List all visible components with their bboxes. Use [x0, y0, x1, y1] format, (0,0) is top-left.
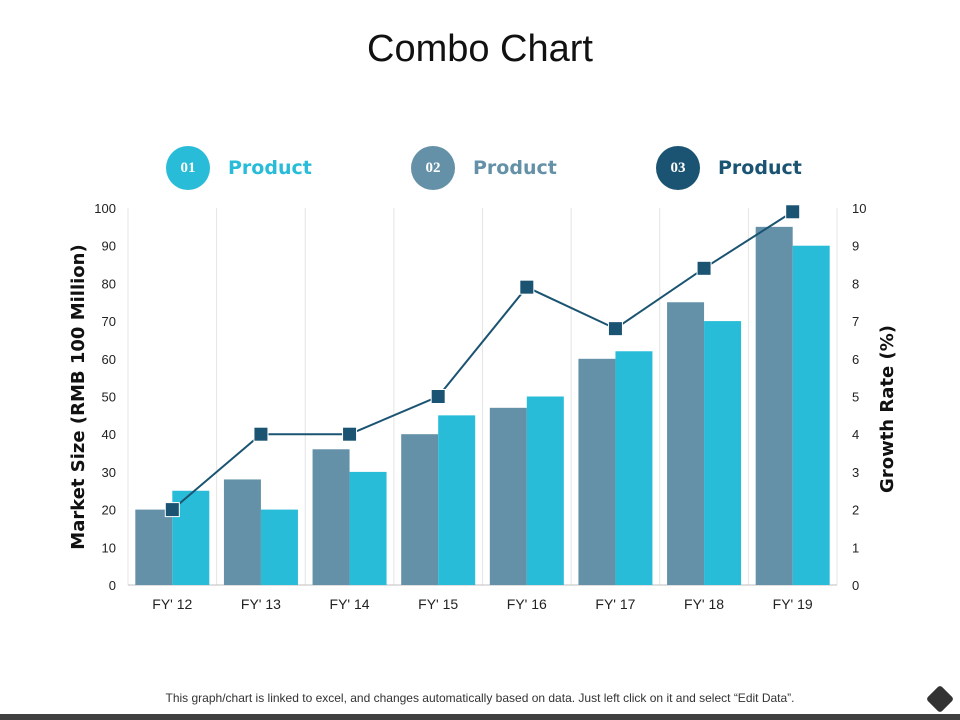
bar — [349, 471, 387, 585]
y-tick-left: 30 — [102, 465, 116, 480]
legend-badge-02: 02 — [411, 146, 455, 190]
y-tick-left: 80 — [102, 276, 116, 291]
y-tick-left: 40 — [102, 427, 116, 442]
y-tick-right: 3 — [852, 465, 859, 480]
y-tick-right: 8 — [852, 276, 859, 291]
x-tick-label: FY' 12 — [152, 596, 192, 612]
line-marker — [785, 204, 801, 220]
y-axis-title-left: Market Size (RMB 100 Million) — [68, 244, 89, 549]
bar — [135, 509, 173, 585]
y-tick-right: 1 — [852, 540, 859, 555]
y-tick-left: 60 — [102, 352, 116, 367]
line-marker — [164, 502, 180, 518]
chart-title: Combo Chart — [367, 28, 593, 70]
y-tick-right: 2 — [852, 503, 859, 518]
y-tick-right: 6 — [852, 352, 859, 367]
x-tick-label: FY' 16 — [507, 596, 547, 612]
bar — [401, 434, 439, 585]
y-tick-left: 100 — [94, 201, 116, 216]
y-tick-right: 7 — [852, 314, 859, 329]
line-marker — [253, 426, 269, 442]
legend-badge-01: 01 — [166, 146, 210, 190]
line-marker — [519, 279, 535, 295]
line-marker — [696, 260, 712, 276]
legend-label-01: Product — [228, 157, 312, 179]
bar — [667, 302, 705, 585]
legend-item-01: 01 Product — [166, 146, 312, 190]
bottom-bar — [0, 714, 960, 720]
y-tick-left: 20 — [102, 503, 116, 518]
y-axis-title-right: Growth Rate (%) — [877, 325, 898, 493]
growth-line — [171, 210, 794, 511]
y-tick-right: 5 — [852, 390, 859, 405]
line-marker — [342, 426, 358, 442]
bar — [260, 509, 298, 585]
y-tick-left: 90 — [102, 239, 116, 254]
bar — [438, 415, 476, 585]
bar — [489, 407, 527, 585]
y-tick-right: 4 — [852, 427, 859, 442]
footnote: This graph/chart is linked to excel, and… — [165, 691, 795, 705]
y-tick-left: 10 — [102, 540, 116, 555]
line-marker — [607, 321, 623, 337]
legend-label-02: Product — [473, 157, 557, 179]
bar — [578, 358, 616, 585]
legend-item-02: 02 Product — [411, 146, 557, 190]
x-tick-label: FY' 15 — [418, 596, 458, 612]
line-marker — [430, 389, 446, 404]
x-tick-label: FY' 13 — [241, 596, 281, 612]
legend-label-03: Product — [718, 157, 802, 179]
combo-chart: 0 10 20 30 40 50 60 70 80 90 100 0 1 2 3 4 5 6 7 8 9 10 FY' 12… — [68, 201, 898, 612]
legend-badge-03: 03 — [656, 146, 700, 190]
bar — [792, 245, 830, 585]
bar — [755, 226, 793, 585]
bar — [526, 396, 564, 585]
bar — [312, 449, 350, 585]
y-tick-left: 50 — [102, 390, 116, 405]
x-tick-label: FY' 18 — [684, 596, 724, 612]
y-tick-left: 0 — [109, 578, 116, 593]
y-tick-right: 9 — [852, 239, 859, 254]
bar — [223, 479, 261, 585]
y-tick-right: 0 — [852, 578, 859, 593]
y-tick-right: 10 — [852, 201, 866, 216]
y-tick-left: 70 — [102, 314, 116, 329]
x-tick-label: FY' 17 — [595, 596, 635, 612]
legend-item-03: 03 Product — [656, 146, 802, 190]
bar — [615, 351, 653, 585]
x-tick-label: FY' 19 — [773, 596, 813, 612]
diamond-icon[interactable] — [923, 682, 957, 716]
x-tick-label: FY' 14 — [330, 596, 370, 612]
bar — [704, 321, 742, 585]
